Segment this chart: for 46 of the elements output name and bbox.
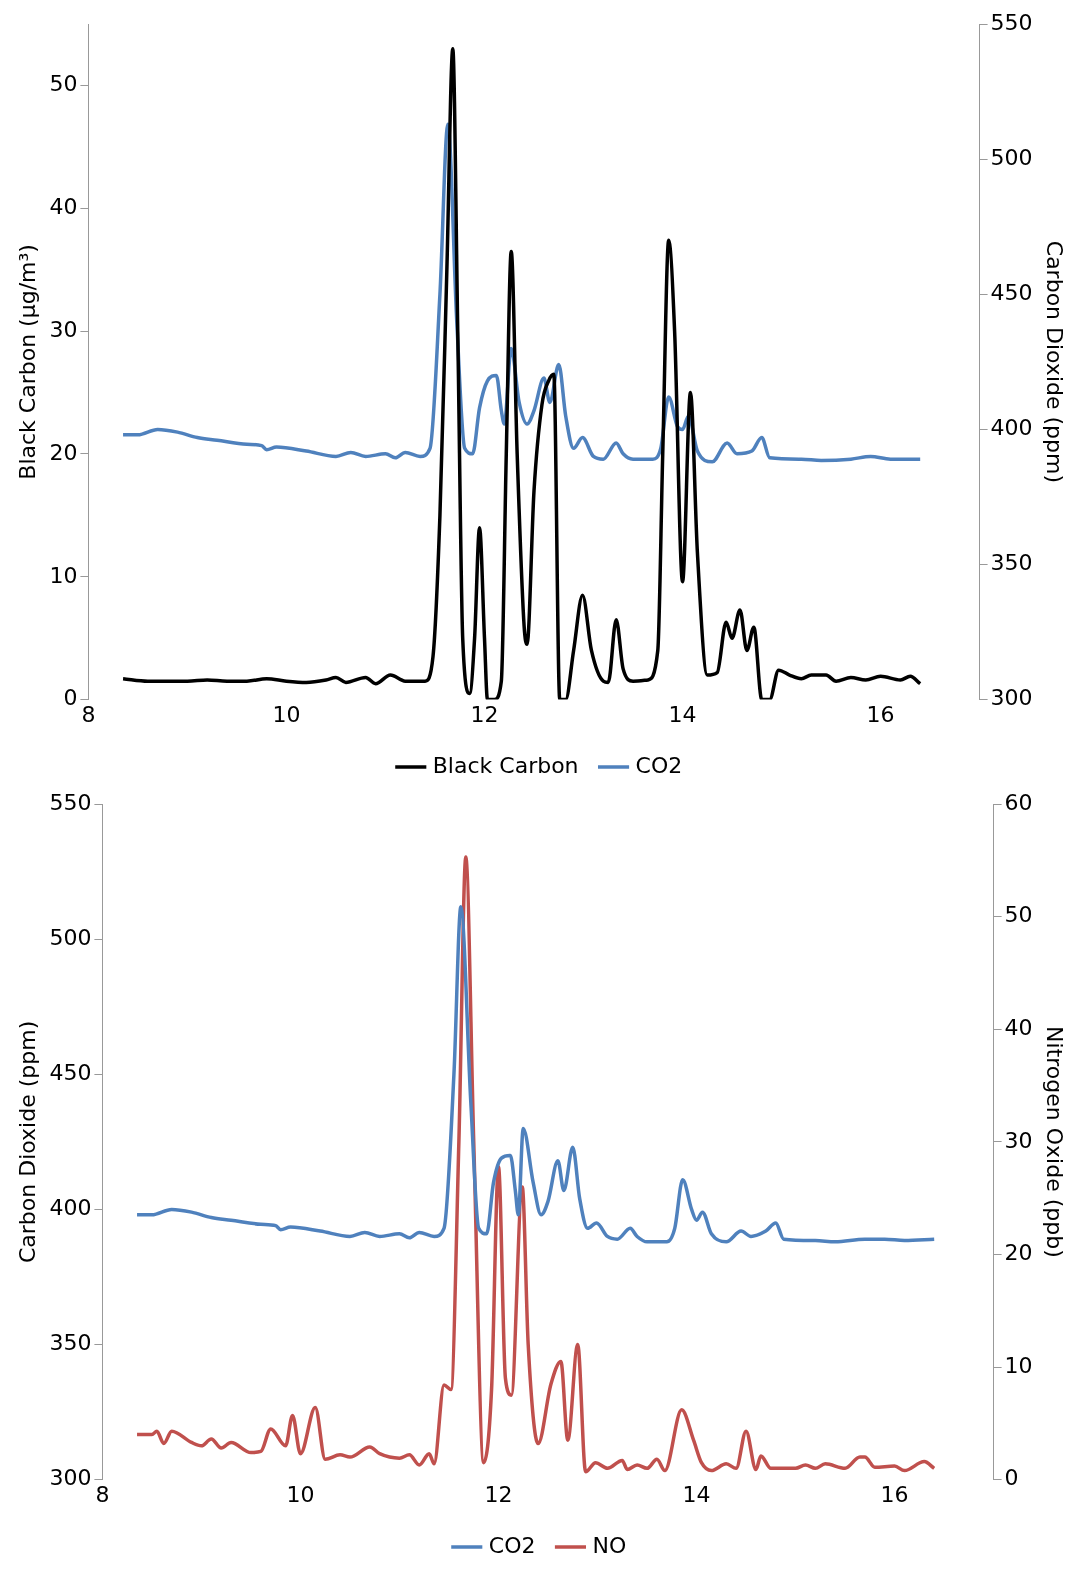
x-tick-label: 8 (95, 1481, 110, 1507)
y-tick-label: 10 (49, 562, 78, 588)
x-tick-label: 16 (880, 1481, 909, 1507)
y2-tick-label: 300 (990, 685, 1033, 711)
y-tick-label: 500 (49, 925, 92, 950)
x-tick-label: 10 (272, 701, 301, 727)
legend-label: NO (592, 1532, 627, 1558)
y2-axis-title: Nitrogen Oxide (ppb) (1042, 1026, 1068, 1258)
line-series (121, 47, 922, 700)
y2-tick-label: 60 (1004, 789, 1033, 815)
x-tick-label: 16 (866, 701, 895, 727)
y2-tick-label: 400 (990, 415, 1033, 441)
x-tick-label: 12 (470, 701, 499, 727)
y-tick-label: 350 (49, 1330, 92, 1356)
x-tick-label: 8 (81, 701, 96, 727)
x-tick-label: 14 (668, 701, 697, 727)
y2-tick-label: 0 (1004, 1465, 1019, 1491)
y-axis-title: Carbon Dioxide (ppm) (14, 1020, 40, 1264)
y2-tick-label: 40 (1004, 1015, 1033, 1041)
legend-label: CO2 (635, 752, 683, 778)
y-tick-label: 400 (49, 1195, 92, 1221)
x-tick-label: 12 (484, 1481, 513, 1507)
y-tick-label: 50 (49, 71, 78, 97)
y-tick-label: 550 (49, 789, 92, 815)
y2-tick-label: 10 (1004, 1352, 1033, 1378)
x-tick-label: 14 (682, 1481, 711, 1507)
y-tick-label: 300 (49, 1465, 92, 1491)
y2-tick-label: 450 (990, 280, 1033, 306)
y2-axis-title: Carbon Dioxide (ppm) (1042, 240, 1068, 484)
y-tick-label: 40 (49, 194, 78, 220)
y2-tick-label: 20 (1004, 1240, 1033, 1266)
y2-tick-label: 350 (990, 550, 1033, 576)
legend-label: CO2 (488, 1532, 536, 1558)
y-axis-title: Black Carbon (μg/m³) (14, 244, 40, 480)
y2-tick-label: 550 (990, 9, 1033, 35)
y2-tick-label: 30 (1004, 1127, 1033, 1153)
y-tick-label: 20 (49, 439, 78, 465)
y2-tick-label: 500 (990, 145, 1033, 170)
line-series (135, 905, 936, 1244)
y-tick-label: 450 (49, 1060, 92, 1086)
y-tick-label: 0 (63, 685, 78, 711)
x-tick-label: 10 (286, 1481, 315, 1507)
line-series (135, 855, 936, 1474)
y-tick-label: 30 (49, 316, 78, 342)
y2-tick-label: 50 (1004, 902, 1033, 928)
legend-label: Black Carbon (432, 752, 579, 778)
